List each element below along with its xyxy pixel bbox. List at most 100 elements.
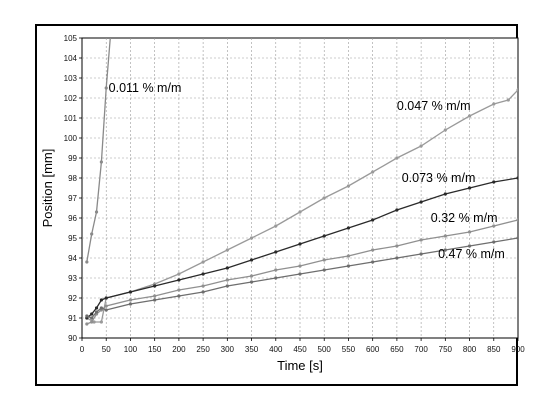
y-tick-label: 104 [64,54,78,63]
data-point [516,236,518,240]
x-tick-label: 300 [221,345,235,354]
data-point [346,254,351,258]
data-point [104,296,108,300]
data-point [395,156,399,160]
series-label: 0.011 % m/m [109,81,182,95]
data-point [467,230,472,234]
data-point [322,234,326,238]
x-tick-label: 900 [511,345,525,354]
data-point [371,170,375,174]
data-point [225,266,229,270]
data-point [298,210,302,214]
data-point [419,252,423,256]
data-point [225,248,229,252]
data-point [94,310,99,314]
x-tick-label: 100 [124,345,138,354]
series-line [86,237,518,319]
data-point [90,232,94,236]
data-point [104,86,108,90]
data-point [153,284,157,288]
series-label: 0.073 % m/m [402,171,476,185]
y-tick-label: 96 [68,214,77,223]
data-point [104,308,108,312]
data-point [346,264,351,268]
y-tick-label: 98 [68,174,77,183]
series-4 [85,218,518,326]
data-point [395,244,399,248]
x-tick-label: 200 [172,345,186,354]
data-point [177,294,181,298]
series-label: 0.047 % m/m [397,99,471,113]
series-label: 0.47 % m/m [438,247,505,261]
data-point [506,98,510,102]
data-point [492,240,496,244]
data-point [371,260,375,264]
data-point [322,268,326,272]
data-point [128,298,133,302]
y-tick-label: 102 [64,94,78,103]
data-point [99,160,103,164]
data-point [128,302,133,306]
series-5 [85,236,518,320]
data-point [298,264,302,268]
series-layer [85,26,518,326]
data-point [90,312,94,316]
data-point [467,186,472,190]
data-point [467,114,472,118]
data-point [249,236,254,240]
data-point [371,248,375,252]
y-axis-title: Position [mm] [40,149,55,228]
y-tick-label: 101 [64,114,78,123]
data-point [201,290,205,294]
data-point [443,234,447,238]
x-tick-label: 500 [318,345,332,354]
series-line [86,38,111,263]
x-tick-label: 850 [487,345,501,354]
data-point [109,26,112,29]
series-1 [85,26,112,264]
x-tick-label: 0 [80,345,85,354]
data-point [104,304,108,308]
data-point [94,210,99,214]
x-axis-title: Time [s] [277,358,323,373]
data-point [90,320,94,324]
data-point [516,218,518,222]
data-point [274,224,278,228]
series-line [86,219,518,325]
x-tick-label: 150 [148,345,162,354]
y-tick-label: 105 [64,34,78,43]
data-point [395,256,399,260]
x-tick-label: 700 [414,345,428,354]
y-tick-label: 95 [68,234,77,243]
y-tick-label: 99 [68,154,77,163]
series-line [86,177,518,319]
y-tick-label: 93 [68,274,77,283]
data-point [443,248,447,252]
data-point [99,320,103,324]
annotations: 0.011 % m/m 0.047 % m/m 0.073 % m/m 0.32 % … [109,81,505,261]
data-point [274,276,278,280]
data-point [249,258,254,262]
data-point [419,238,423,242]
data-point [85,260,89,264]
x-tick-label: 650 [390,345,404,354]
data-point [443,128,447,132]
y-tick-label: 92 [68,294,77,303]
data-point [467,244,472,248]
data-point [371,218,375,222]
data-point [85,322,89,326]
data-point [492,224,496,228]
series-label: 0.32 % m/m [431,211,498,225]
data-point [346,226,351,230]
ticks: 0 50 100 150 200 250 300 350 400 450 500 550 600 650 7… [64,34,526,354]
data-point [249,274,254,278]
x-tick-label: 400 [269,345,283,354]
x-tick-label: 50 [102,345,111,354]
y-tick-label: 97 [68,194,77,203]
data-point [177,278,181,282]
data-point [274,250,278,254]
x-tick-label: 350 [245,345,259,354]
data-point [94,306,99,310]
data-point [201,272,205,276]
data-point [201,284,205,288]
